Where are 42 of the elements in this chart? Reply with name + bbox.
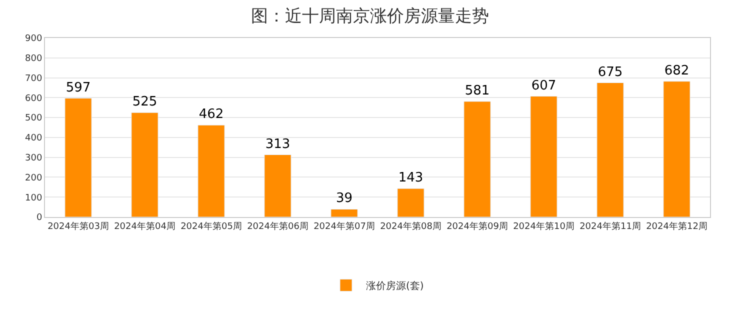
data-label: 675 (598, 64, 623, 80)
y-tick-label: 500 (25, 114, 42, 124)
data-label: 581 (464, 83, 490, 98)
y-tick-label: 900 (25, 34, 42, 44)
bar (198, 124, 225, 217)
data-label: 143 (398, 170, 424, 186)
data-label: 462 (198, 107, 224, 122)
y-tick-label: 100 (25, 193, 42, 204)
y-tick-label: 800 (25, 54, 42, 64)
x-tick-label: 2024年第07周 (314, 220, 375, 232)
x-tick-label: 2024年第06周 (247, 220, 308, 232)
x-tick-label: 2024年第09周 (446, 220, 508, 232)
bar (464, 101, 491, 217)
bar (330, 208, 358, 217)
legend-label: 涨价房源(套) (366, 280, 424, 292)
y-tick-label: 400 (25, 134, 42, 144)
bar (397, 188, 424, 217)
data-label: 607 (531, 78, 556, 94)
bar (64, 98, 92, 217)
y-tick-label: 300 (25, 153, 42, 164)
x-tick-label: 2024年第12周 (646, 220, 708, 232)
bar (663, 81, 690, 217)
x-tick-label: 2024年第11周 (580, 220, 641, 232)
data-label: 525 (132, 94, 158, 110)
x-tick-label: 2024年第05周 (180, 220, 242, 232)
x-tick-label: 2024年第03周 (48, 220, 109, 232)
bar (596, 82, 624, 217)
data-label: 682 (664, 63, 690, 78)
bar (264, 154, 292, 217)
data-label: 39 (336, 191, 353, 206)
data-label: 313 (265, 136, 290, 152)
y-tick-label: 0 (36, 213, 42, 224)
bar (530, 96, 558, 217)
y-tick-label: 600 (25, 94, 42, 104)
data-label: 597 (66, 80, 91, 96)
y-tick-label: 200 (25, 173, 42, 184)
chart-title: 图：近十周南京涨价房源量走势 (251, 6, 489, 26)
y-tick-label: 700 (25, 74, 42, 84)
x-tick-label: 2024年第04周 (114, 220, 176, 232)
x-tick-label: 2024年第10周 (513, 220, 574, 232)
bar (131, 112, 158, 217)
x-tick-label: 2024年第08周 (380, 220, 442, 232)
